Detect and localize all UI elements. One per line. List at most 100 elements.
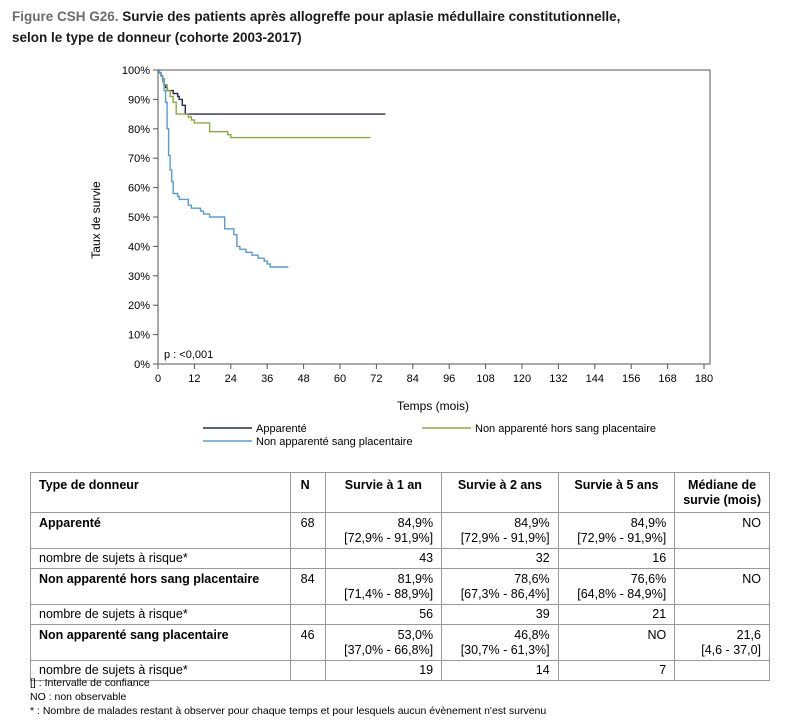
x-tick-label: 132 xyxy=(549,373,567,385)
y-tick-label: 0% xyxy=(134,359,150,371)
survival-5y-value: NO xyxy=(647,628,667,642)
y-tick-label: 10% xyxy=(128,330,150,342)
group-label: Non apparenté hors sang placentaire xyxy=(30,568,291,605)
table-row-non-apparente-sp: Non apparenté sang placentaire 46 53,0%[… xyxy=(30,624,770,661)
survival-5y: 76,6% [64,8% - 84,9%] xyxy=(557,568,676,605)
risk-5y: 7 xyxy=(557,660,676,681)
table-row-risk-non-apparente-sp: nombre de sujets à risque* 19 14 7 xyxy=(30,660,770,681)
x-tick-label: 180 xyxy=(695,373,713,385)
risk-label: nombre de sujets à risque* xyxy=(30,604,291,625)
survival-5y-value: 76,6% xyxy=(630,572,667,586)
risk-n-empty xyxy=(289,660,326,681)
legend-label-apparente: Apparenté xyxy=(256,423,307,435)
y-tick-label: 20% xyxy=(128,300,150,312)
survival-2y: 46,8% [30,7% - 61,3%] xyxy=(441,624,559,661)
footnote-ci: [] : Intervalle de confiance xyxy=(30,677,150,689)
survival-table: Type de donneur N Survie à 1 an Survie à… xyxy=(30,472,770,681)
y-tick-label: 100% xyxy=(122,65,150,77)
survival-1y-value: 81,9% xyxy=(397,572,434,586)
x-axis-label: Temps (mois) xyxy=(397,399,469,413)
x-tick-label: 72 xyxy=(370,373,382,385)
figure-title-line2: selon le type de donneur (cohorte 2003-2… xyxy=(12,30,302,45)
risk-n-empty xyxy=(289,548,326,569)
header-median: Médiane de survie (mois) xyxy=(674,472,770,513)
table-row-risk-apparente: nombre de sujets à risque* 43 32 16 xyxy=(30,548,770,569)
median-value: NO xyxy=(742,572,761,586)
legend-label-non-apparente-sp: Non apparenté sang placentaire xyxy=(256,436,413,448)
risk-5y: 16 xyxy=(557,548,676,569)
x-tick-label: 144 xyxy=(586,373,604,385)
survival-chart: 0% 10% 20% 30% 40% 50% 60% 70% 80% 90% 100% 0 12 24 3… xyxy=(89,65,713,448)
y-tick-label: 50% xyxy=(128,212,150,224)
risk-median-empty xyxy=(674,660,770,681)
footnote-no: NO : non observable xyxy=(30,691,127,703)
x-tick-label: 24 xyxy=(225,373,237,385)
median-survival: NO xyxy=(674,512,770,549)
survival-2y: 84,9% [72,9% - 91,9%] xyxy=(441,512,559,549)
legend: Apparenté Non apparenté hors sang placen… xyxy=(203,423,656,448)
x-tick-label: 0 xyxy=(155,373,161,385)
table-row-non-apparente-hors-sp: Non apparenté hors sang placentaire 84 8… xyxy=(30,568,770,605)
series-line-0 xyxy=(158,69,386,115)
p-value-annotation: p : <0,001 xyxy=(164,349,213,361)
median-ci: [4,6 - 37,0] xyxy=(701,643,761,657)
median-survival: NO xyxy=(674,568,770,605)
group-label: Apparenté xyxy=(30,512,291,549)
risk-2y: 39 xyxy=(441,604,559,625)
x-tick-label: 48 xyxy=(297,373,309,385)
x-axis: 0 12 24 36 48 60 72 84 96 108 120 132 144 156 168 180 xyxy=(155,364,713,385)
survival-1y-ci: [71,4% - 88,9%] xyxy=(344,587,434,601)
survival-1y-ci: [72,9% - 91,9%] xyxy=(344,531,434,545)
figure-title-line1: Survie des patients après allogreffe pou… xyxy=(118,9,621,24)
y-tick-label: 90% xyxy=(128,94,150,106)
x-tick-label: 108 xyxy=(476,373,494,385)
survival-5y-ci: [64,8% - 84,9%] xyxy=(577,587,667,601)
risk-median-empty xyxy=(674,604,770,625)
x-tick-label: 96 xyxy=(443,373,455,385)
group-n: 84 xyxy=(289,568,326,605)
y-tick-label: 80% xyxy=(128,124,150,136)
group-n: 68 xyxy=(289,512,326,549)
x-tick-label: 36 xyxy=(261,373,273,385)
header-type: Type de donneur xyxy=(30,472,291,513)
risk-1y: 43 xyxy=(324,548,443,569)
survival-5y-ci: [72,9% - 91,9%] xyxy=(577,531,667,545)
survival-1y: 53,0% [37,0% - 66,8%] xyxy=(324,624,443,661)
series-lines xyxy=(158,69,386,268)
table-row-risk-non-apparente-hors-sp: nombre de sujets à risque* 56 39 21 xyxy=(30,604,770,625)
y-axis: 0% 10% 20% 30% 40% 50% 60% 70% 80% 90% 100% xyxy=(122,65,158,371)
header-survival-1y: Survie à 1 an xyxy=(324,472,443,513)
footnote-risk: * : Nombre de malades restant à observer… xyxy=(30,705,547,717)
survival-5y-value: 84,9% xyxy=(630,516,667,530)
risk-label: nombre de sujets à risque* xyxy=(30,660,291,681)
footnotes: [] : Intervalle de confiance NO : non ob… xyxy=(30,676,546,718)
y-axis-label: Taux de survie xyxy=(89,181,103,259)
median-survival: 21,6 [4,6 - 37,0] xyxy=(674,624,770,661)
survival-1y-value: 84,9% xyxy=(397,516,434,530)
survival-2y-value: 46,8% xyxy=(514,628,550,642)
legend-label-non-apparente-hors-sp: Non apparenté hors sang placentaire xyxy=(475,423,656,435)
risk-5y: 21 xyxy=(557,604,676,625)
survival-1y-value: 53,0% xyxy=(397,628,434,642)
risk-n-empty xyxy=(289,604,326,625)
y-tick-label: 30% xyxy=(128,271,150,283)
survival-2y-ci: [30,7% - 61,3%] xyxy=(460,643,550,657)
table-row-apparente: Apparenté 68 84,9% [72,9% - 91,9%] 84,9%[… xyxy=(30,512,770,549)
header-survival-2y: Survie à 2 ans xyxy=(441,472,559,513)
survival-2y-ci: [72,9% - 91,9%] xyxy=(460,531,550,545)
series-line-1 xyxy=(158,69,371,139)
survival-1y: 84,9% [72,9% - 91,9%] xyxy=(324,512,443,549)
group-n: 46 xyxy=(289,624,326,661)
risk-label: nombre de sujets à risque* xyxy=(30,548,291,569)
risk-2y: 32 xyxy=(441,548,559,569)
x-tick-label: 12 xyxy=(188,373,200,385)
survival-2y-value: 78,6% xyxy=(514,572,550,586)
y-tick-label: 60% xyxy=(128,183,150,195)
x-tick-label: 120 xyxy=(513,373,531,385)
figure-number: Figure CSH G26. xyxy=(12,9,119,24)
x-tick-label: 84 xyxy=(407,373,419,385)
group-label: Non apparenté sang placentaire xyxy=(30,624,291,661)
survival-2y-ci: [67,3% - 86,4%] xyxy=(460,587,550,601)
series-line-2 xyxy=(158,69,289,268)
risk-1y: 19 xyxy=(324,660,443,681)
